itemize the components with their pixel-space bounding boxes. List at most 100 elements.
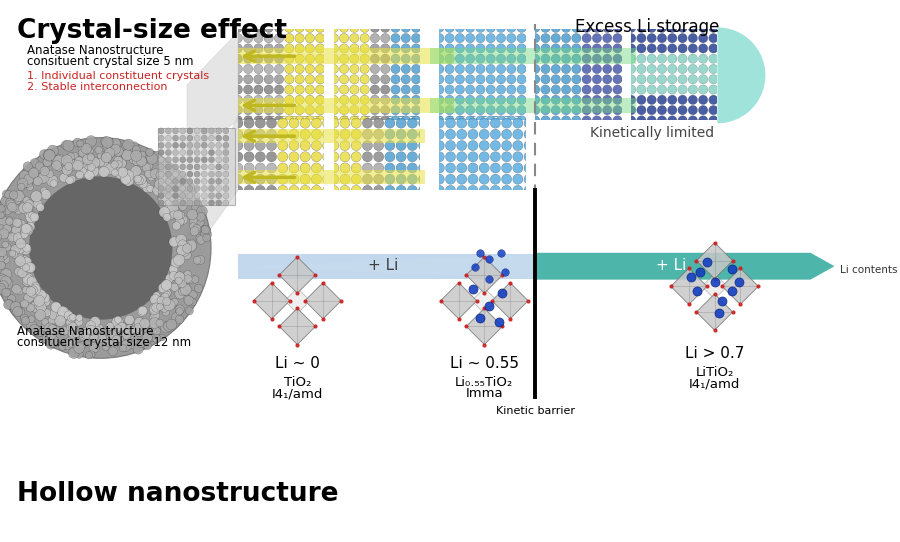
Circle shape: [486, 95, 495, 105]
Circle shape: [185, 307, 193, 315]
Circle shape: [360, 75, 369, 84]
Circle shape: [118, 322, 126, 331]
Text: + Li: + Li: [656, 258, 687, 273]
Circle shape: [164, 299, 176, 311]
Circle shape: [411, 106, 420, 115]
Circle shape: [491, 107, 500, 117]
Circle shape: [173, 171, 178, 177]
Circle shape: [434, 163, 445, 173]
Circle shape: [77, 341, 84, 349]
Circle shape: [408, 118, 418, 128]
Circle shape: [159, 182, 167, 190]
Circle shape: [465, 34, 475, 43]
Circle shape: [370, 23, 380, 33]
Circle shape: [78, 330, 86, 338]
Circle shape: [81, 330, 87, 336]
Circle shape: [216, 135, 221, 141]
Polygon shape: [279, 308, 316, 345]
Circle shape: [176, 308, 184, 315]
Circle shape: [169, 237, 179, 247]
Circle shape: [244, 34, 253, 43]
Circle shape: [274, 116, 284, 125]
Circle shape: [233, 140, 243, 151]
Circle shape: [158, 143, 164, 149]
Circle shape: [40, 166, 50, 176]
Circle shape: [190, 223, 197, 230]
Circle shape: [0, 224, 4, 231]
Circle shape: [97, 333, 106, 343]
Circle shape: [136, 175, 146, 185]
Circle shape: [435, 54, 444, 63]
Circle shape: [456, 163, 467, 173]
Circle shape: [401, 44, 410, 53]
Circle shape: [99, 166, 109, 177]
Circle shape: [698, 85, 707, 94]
Circle shape: [157, 172, 167, 183]
Circle shape: [28, 315, 35, 322]
Circle shape: [44, 150, 55, 161]
Circle shape: [350, 106, 359, 115]
Circle shape: [201, 225, 211, 235]
Circle shape: [385, 140, 395, 151]
Circle shape: [216, 185, 221, 191]
Circle shape: [5, 218, 14, 225]
Circle shape: [103, 343, 110, 351]
Circle shape: [284, 75, 294, 84]
Circle shape: [572, 34, 581, 43]
Circle shape: [434, 129, 445, 139]
Circle shape: [507, 44, 516, 53]
Circle shape: [9, 203, 19, 212]
Circle shape: [322, 129, 333, 139]
Circle shape: [562, 54, 571, 63]
Circle shape: [147, 153, 158, 164]
Circle shape: [316, 75, 325, 84]
Circle shape: [531, 106, 540, 115]
Circle shape: [167, 300, 176, 308]
Circle shape: [374, 129, 383, 139]
Circle shape: [316, 64, 325, 74]
Circle shape: [486, 75, 495, 84]
Circle shape: [316, 116, 325, 125]
Circle shape: [328, 129, 338, 139]
Text: Hollow nanostructure: Hollow nanostructure: [17, 481, 338, 507]
Circle shape: [114, 316, 122, 324]
Circle shape: [66, 318, 75, 327]
Circle shape: [688, 34, 698, 43]
Circle shape: [497, 34, 506, 43]
Circle shape: [233, 54, 242, 63]
Circle shape: [134, 318, 144, 327]
Circle shape: [322, 185, 333, 196]
Circle shape: [60, 327, 68, 335]
Circle shape: [2, 241, 9, 248]
Text: consituent crystal size 5 nm: consituent crystal size 5 nm: [27, 55, 194, 68]
Circle shape: [0, 205, 5, 214]
Circle shape: [295, 106, 304, 115]
Circle shape: [202, 150, 207, 156]
Circle shape: [562, 64, 571, 74]
Circle shape: [370, 85, 380, 94]
Circle shape: [146, 149, 154, 156]
Circle shape: [295, 95, 304, 105]
Circle shape: [374, 185, 383, 196]
Circle shape: [223, 128, 229, 134]
Circle shape: [158, 334, 166, 341]
Circle shape: [64, 158, 71, 165]
Circle shape: [146, 153, 154, 162]
Circle shape: [305, 75, 314, 84]
Circle shape: [264, 95, 274, 105]
Circle shape: [145, 162, 153, 170]
Circle shape: [391, 64, 401, 74]
Circle shape: [582, 34, 591, 43]
Circle shape: [637, 75, 646, 84]
Circle shape: [668, 34, 677, 43]
Circle shape: [266, 118, 276, 128]
Circle shape: [531, 116, 540, 125]
Text: Imma: Imma: [465, 388, 503, 401]
Circle shape: [278, 185, 288, 196]
Circle shape: [155, 179, 165, 189]
Circle shape: [305, 64, 314, 74]
Circle shape: [582, 44, 591, 53]
Circle shape: [340, 140, 350, 151]
Circle shape: [551, 95, 561, 105]
Circle shape: [284, 64, 294, 74]
